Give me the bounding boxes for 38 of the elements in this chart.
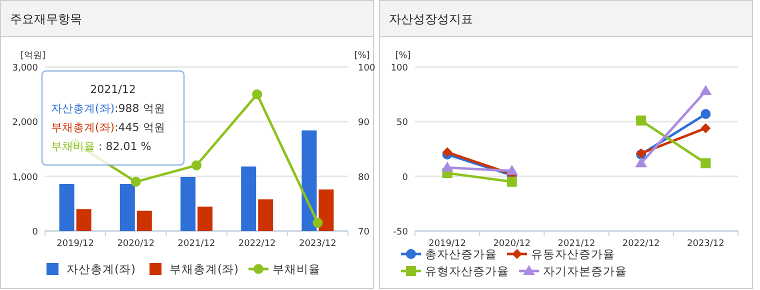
y2-tick-label: 90 [358,118,370,128]
x-tick-label: 2023/12 [299,239,336,249]
y-tick-label: 0 [32,228,38,238]
y2-tick-label: 70 [358,228,370,238]
x-tick-label: 2021/12 [558,239,596,249]
legend-label: 부채비율 [272,262,320,276]
y-tick-label: 0 [402,172,408,183]
annotation: 부채총계(좌):445 억원 [51,121,165,134]
legend-label: 자기자본증가율 [543,264,627,278]
x-tick-label: 2020/12 [117,239,155,249]
legend-label: 총자산증가율 [425,247,497,261]
x-tick-label: 2019/12 [56,239,94,249]
y-tick-label: -50 [393,228,408,238]
x-tick-label: 2021/12 [178,239,216,249]
y-axis-title: [%] [395,51,411,61]
y-tick-label: 50 [396,118,408,128]
legend-label: 자산총계(좌) [66,262,136,276]
annotation: 2021/12 [90,83,136,96]
y-tick-label: 1,000 [12,172,38,183]
y-tick-label: 2,000 [12,118,38,128]
y2-tick-label: 80 [358,172,370,183]
y-tick-label: 3,000 [12,64,38,74]
chart-title: 자산성장성지표 [389,12,473,26]
y2-tick-label: 100 [358,64,376,74]
x-tick-label: 2019/12 [428,239,466,249]
annotation: 자산총계(좌):988 억원 [51,102,165,115]
x-tick-label: 2022/12 [622,239,660,249]
legend-label: 유동자산증가율 [531,247,615,261]
legend-label: 부채총계(좌) [170,262,238,276]
y2-axis-title: [%] [354,51,370,61]
x-tick-label: 2023/12 [687,239,724,249]
x-tick-label: 2020/12 [493,239,531,249]
chart-title: 주요재무항목 [10,12,82,26]
y-tick-label: 100 [390,64,408,74]
legend-label: 유형자산증가율 [425,264,509,278]
annotation: 부채비율 : 82.01 % [51,140,152,153]
y-axis-title: [억원] [20,51,46,61]
x-tick-label: 2022/12 [238,239,276,249]
